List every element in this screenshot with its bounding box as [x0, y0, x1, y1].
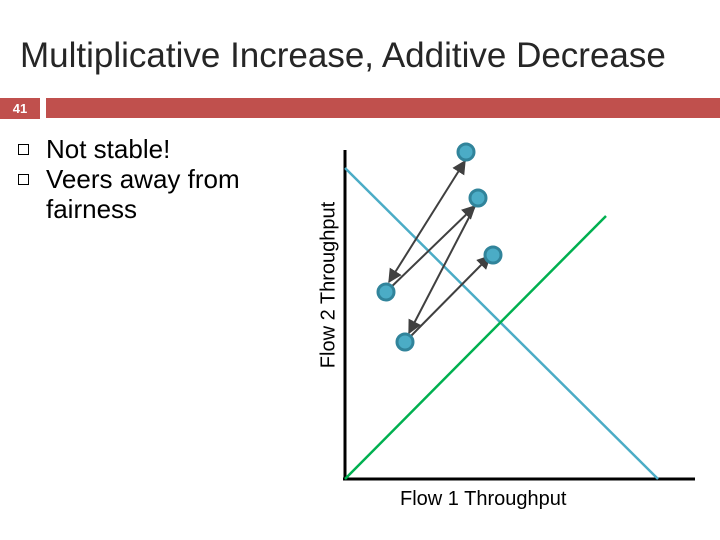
bullet-text: Not stable!	[46, 134, 171, 164]
bullet-item: Veers away from fairness	[18, 164, 266, 224]
trajectory-arrow	[404, 255, 491, 343]
bullet-list: Not stable! Veers away from fairness	[18, 134, 266, 224]
fairness-line	[344, 215, 607, 480]
square-bullet-icon	[18, 174, 29, 185]
title-rule	[46, 98, 720, 118]
trajectory-arrow	[385, 205, 477, 293]
trajectory-arrow	[388, 159, 466, 284]
bullet-text: Veers away from fairness	[46, 164, 240, 224]
throughput-point	[395, 332, 415, 352]
square-bullet-icon	[18, 144, 29, 155]
trajectory-arrow	[408, 203, 477, 335]
throughput-point	[483, 245, 503, 265]
slide-number: 41	[12, 101, 28, 116]
throughput-point	[456, 142, 476, 162]
throughput-point	[468, 188, 488, 208]
throughput-point	[376, 282, 396, 302]
slide-number-badge	[0, 98, 40, 119]
x-axis-label: Flow 1 Throughput	[400, 488, 567, 510]
slide-title: Multiplicative Increase, Additive Decrea…	[20, 36, 666, 75]
bullet-item: Not stable!	[18, 134, 266, 164]
